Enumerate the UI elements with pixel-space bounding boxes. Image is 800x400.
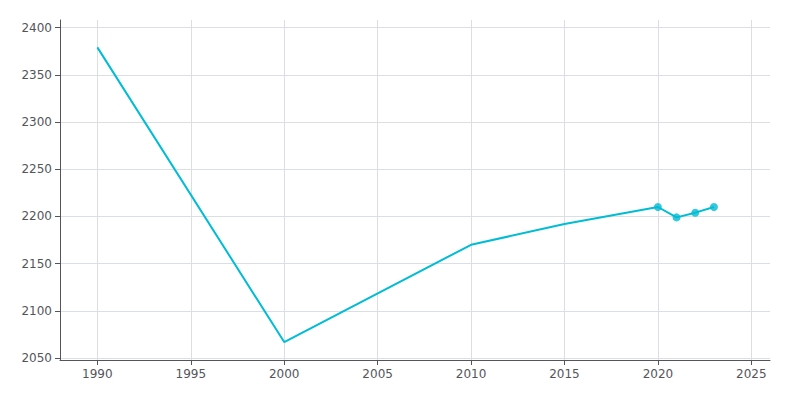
svg-text:2010: 2010 [456, 367, 487, 381]
svg-text:2015: 2015 [549, 367, 580, 381]
svg-text:2300: 2300 [21, 115, 52, 129]
svg-text:2350: 2350 [21, 68, 52, 82]
svg-text:2020: 2020 [643, 367, 674, 381]
svg-text:2050: 2050 [21, 351, 52, 365]
svg-text:2000: 2000 [269, 367, 300, 381]
svg-text:2200: 2200 [21, 209, 52, 223]
svg-text:2025: 2025 [736, 367, 767, 381]
svg-text:1990: 1990 [82, 367, 113, 381]
svg-text:2100: 2100 [21, 304, 52, 318]
svg-text:1995: 1995 [176, 367, 207, 381]
svg-text:2400: 2400 [21, 21, 52, 35]
svg-text:2150: 2150 [21, 257, 52, 271]
svg-text:2250: 2250 [21, 162, 52, 176]
svg-text:2005: 2005 [362, 367, 393, 381]
